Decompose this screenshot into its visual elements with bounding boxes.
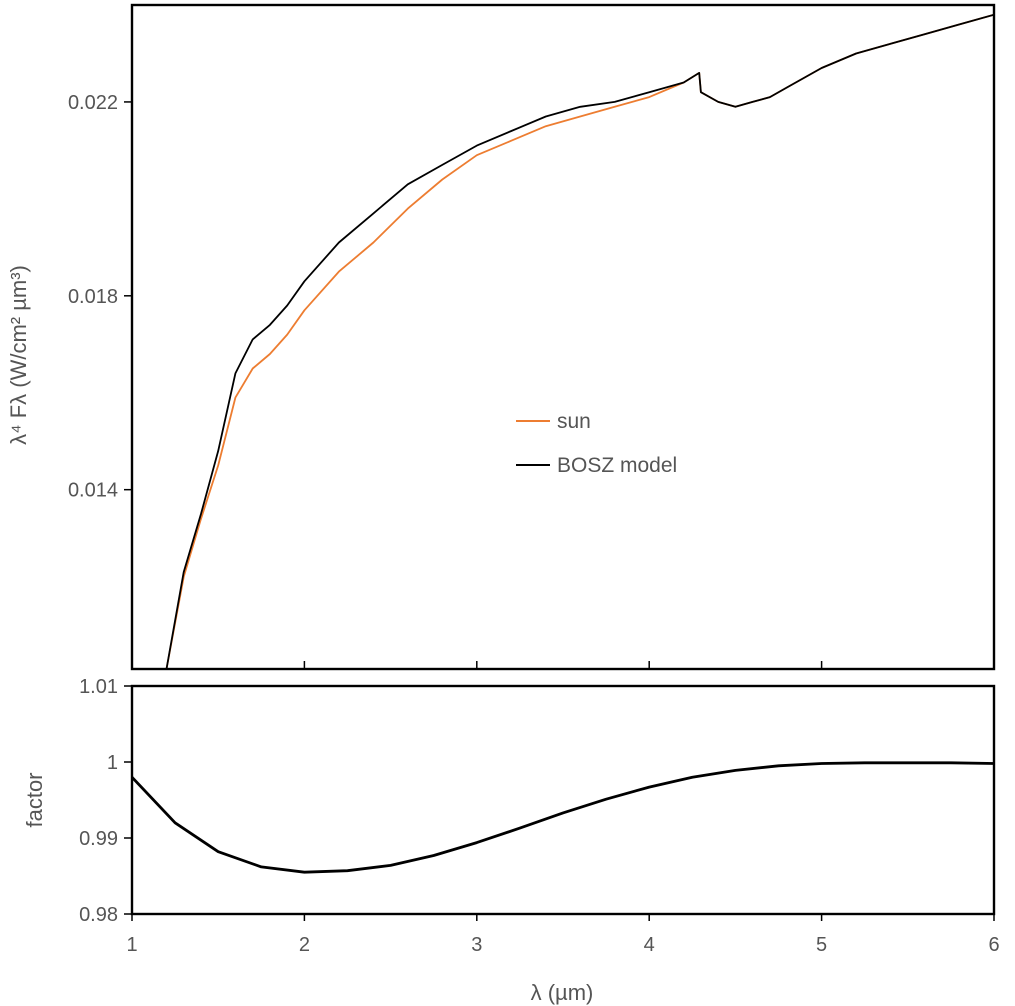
top-y-axis-title: λ⁴ Fλ (W/cm² µm³) xyxy=(6,265,31,445)
top-series-sun-line xyxy=(165,13,994,669)
top-y-tick-label: 0.018 xyxy=(68,286,118,308)
top-plot-frame xyxy=(130,3,996,671)
bottom-plot-frame xyxy=(130,684,996,916)
bottom-x-tick-label: 5 xyxy=(816,934,827,956)
top-series-bosz-model-line xyxy=(165,13,994,669)
top-panel: 0.014 0.018 0.022 xyxy=(68,3,996,671)
bottom-y-tick-label: 0.99 xyxy=(79,828,118,850)
bottom-x-tick-label: 3 xyxy=(471,934,482,956)
bottom-y-axis-title: factor xyxy=(22,772,47,827)
legend: sun BOSZ model xyxy=(516,410,677,477)
bottom-panel: 0.98 0.99 1 1.01 1 2 3 4 5 6 xyxy=(79,676,1000,956)
bottom-series-curve-line xyxy=(132,761,994,874)
bottom-x-tick-label: 1 xyxy=(126,934,137,956)
x-axis-title: λ (µm) xyxy=(531,980,594,1005)
legend-label-sun: sun xyxy=(557,410,591,433)
top-y-tick-label: 0.014 xyxy=(68,480,118,502)
top-y-tick-label: 0.022 xyxy=(68,92,118,114)
bottom-y-tick-label: 0.98 xyxy=(79,904,118,926)
bottom-x-tick-label: 6 xyxy=(988,934,999,956)
legend-label-bosz-model: BOSZ model xyxy=(557,454,677,477)
bottom-y-tick-label: 1.01 xyxy=(79,676,118,698)
bottom-x-tick-label: 2 xyxy=(299,934,310,956)
bottom-x-tick-label: 4 xyxy=(644,934,655,956)
bottom-y-tick-label: 1 xyxy=(107,752,118,774)
